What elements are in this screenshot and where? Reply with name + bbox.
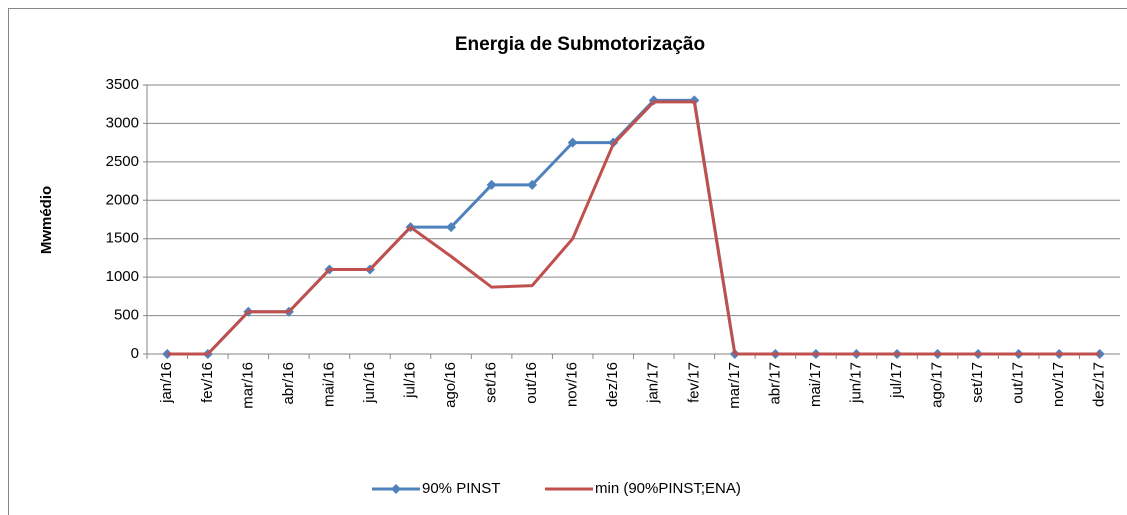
x-tick-label: jan/17 xyxy=(645,362,662,404)
point-marker xyxy=(486,179,497,190)
x-tick-label: fev/17 xyxy=(685,362,702,403)
point-marker xyxy=(527,179,538,190)
x-tick-label: out/17 xyxy=(1010,362,1027,404)
y-tick-label: 1000 xyxy=(106,268,139,285)
y-tick-label: 1500 xyxy=(106,230,139,247)
point-marker xyxy=(446,222,457,233)
y-tick-label: 500 xyxy=(114,307,139,324)
x-tick-label: jul/17 xyxy=(888,362,905,399)
x-tick-label: set/16 xyxy=(483,362,500,403)
x-tick-label: jun/17 xyxy=(847,362,864,404)
series-line xyxy=(167,100,1100,356)
y-tick-label: 3000 xyxy=(106,114,139,131)
x-tick-label: set/17 xyxy=(969,362,986,403)
x-tick-label: mar/16 xyxy=(239,362,256,409)
y-tick-label: 0 xyxy=(131,345,139,362)
x-tick-label: dez/16 xyxy=(604,362,621,407)
point-marker xyxy=(567,137,578,148)
x-tick-label: mai/17 xyxy=(807,362,824,407)
x-tick-label: jan/16 xyxy=(158,362,175,404)
x-tick-label: jul/16 xyxy=(401,362,418,399)
x-tick-label: fev/16 xyxy=(199,362,216,403)
legend-label: 90% PINST xyxy=(422,480,500,497)
x-tick-label: mai/16 xyxy=(320,362,337,407)
x-tick-label: ago/16 xyxy=(442,362,459,408)
y-axis-label: Mwmédio xyxy=(38,186,55,254)
legend-label: min (90%PINST;ENA) xyxy=(595,480,741,497)
x-tick-label: abr/17 xyxy=(766,362,783,405)
x-tick-label: out/16 xyxy=(523,362,540,404)
x-tick-label: jun/16 xyxy=(361,362,378,404)
x-tick-label: nov/16 xyxy=(564,362,581,407)
chart-title: Energia de Submotorização xyxy=(455,34,705,55)
chart-border xyxy=(8,8,1127,515)
y-tick-label: 3500 xyxy=(106,76,139,93)
y-tick-label: 2500 xyxy=(106,153,139,170)
x-tick-label: ago/17 xyxy=(929,362,946,408)
x-tick-label: abr/16 xyxy=(280,362,297,405)
x-tick-label: mar/17 xyxy=(726,362,743,409)
y-tick-label: 2000 xyxy=(106,191,139,208)
x-tick-label: dez/17 xyxy=(1091,362,1108,407)
legend-marker xyxy=(391,484,401,494)
x-tick-label: nov/17 xyxy=(1050,362,1067,407)
